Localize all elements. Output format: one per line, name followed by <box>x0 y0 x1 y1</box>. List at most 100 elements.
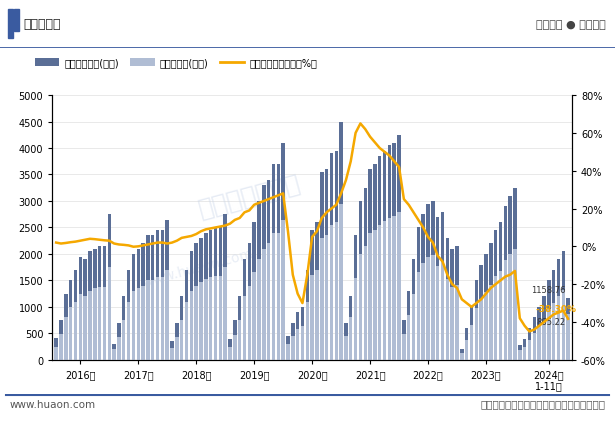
Bar <box>533 333 536 360</box>
Bar <box>306 270 309 360</box>
Bar <box>93 289 97 360</box>
Bar <box>426 204 430 360</box>
Bar <box>79 257 82 360</box>
Bar <box>199 282 203 360</box>
Bar <box>282 220 285 360</box>
Bar <box>306 302 309 360</box>
Bar <box>170 348 174 360</box>
Bar <box>349 296 352 360</box>
Bar <box>156 277 159 360</box>
Bar <box>296 329 300 360</box>
Bar <box>494 276 498 360</box>
Bar <box>387 146 391 360</box>
Bar <box>248 244 251 360</box>
Bar <box>514 249 517 360</box>
Bar <box>199 239 203 360</box>
Bar <box>450 249 454 360</box>
Bar <box>84 259 87 360</box>
Bar <box>117 323 121 360</box>
Bar <box>509 196 512 360</box>
Bar <box>528 340 531 360</box>
Text: 华经产业研究院: 华经产业研究院 <box>196 171 304 222</box>
Bar <box>184 302 188 360</box>
Bar <box>218 276 222 360</box>
Bar <box>465 328 469 360</box>
Bar <box>373 230 376 360</box>
Bar <box>189 291 193 360</box>
Bar <box>325 170 328 360</box>
Bar <box>315 223 319 360</box>
Bar <box>475 309 478 360</box>
Bar <box>566 299 570 360</box>
Bar <box>282 144 285 360</box>
Bar <box>165 220 169 360</box>
Bar <box>286 336 290 360</box>
Bar <box>330 225 333 360</box>
Bar <box>339 122 343 360</box>
Text: 2016-2024年11月云南省房地产投资额及住宅投资额: 2016-2024年11月云南省房地产投资额及住宅投资额 <box>155 60 460 78</box>
Bar <box>368 233 372 360</box>
Bar <box>238 296 242 360</box>
Legend: 房地产投资额(亿元), 住宅投资额(亿元), 房地产投资额增速（%）: 房地产投资额(亿元), 住宅投资额(亿元), 房地产投资额增速（%） <box>31 55 321 72</box>
Bar <box>538 307 541 360</box>
房地产投资额增速（%） <box>207 226 215 231</box>
Bar <box>223 268 227 360</box>
Bar <box>470 325 473 360</box>
Bar <box>238 320 242 360</box>
Bar <box>301 326 304 360</box>
Bar <box>122 320 125 360</box>
Bar <box>233 320 237 360</box>
Bar <box>335 223 338 360</box>
Bar <box>552 303 555 360</box>
Bar <box>262 249 266 360</box>
Bar <box>552 270 555 360</box>
Bar <box>301 307 304 360</box>
Bar <box>387 219 391 360</box>
Bar <box>141 286 145 360</box>
Bar <box>431 201 435 360</box>
房地产投资额增速（%） <box>357 121 364 127</box>
Bar <box>489 244 493 360</box>
Bar <box>446 239 449 360</box>
Bar <box>8 10 13 39</box>
Bar <box>514 188 517 360</box>
Bar <box>465 340 469 360</box>
Bar <box>122 296 125 360</box>
Bar <box>421 264 425 360</box>
Bar <box>480 265 483 360</box>
房地产投资额增速（%） <box>468 305 475 310</box>
Bar <box>165 270 169 360</box>
Bar <box>436 266 440 360</box>
Bar <box>421 215 425 360</box>
Bar <box>103 287 106 360</box>
Bar <box>383 151 386 360</box>
Text: 数据来源：国家统计局，华经产业研究院整理: 数据来源：国家统计局，华经产业研究院整理 <box>481 399 606 409</box>
Bar <box>98 246 101 360</box>
Bar <box>161 230 164 360</box>
Bar <box>156 230 159 360</box>
Bar <box>311 230 314 360</box>
Bar <box>180 296 183 360</box>
Bar <box>538 326 541 360</box>
Text: www.huaon.com: www.huaon.com <box>141 246 255 289</box>
Bar <box>566 314 570 360</box>
Bar <box>267 244 271 360</box>
Bar <box>117 337 121 360</box>
Bar <box>412 259 415 360</box>
Bar <box>14 10 19 32</box>
Bar <box>397 212 401 360</box>
Bar <box>223 215 227 360</box>
Text: 1158.76: 1158.76 <box>531 285 566 294</box>
Bar <box>69 307 73 360</box>
Bar <box>257 259 261 360</box>
Bar <box>257 201 261 360</box>
Bar <box>354 236 357 360</box>
Bar <box>151 236 154 360</box>
Bar <box>402 320 406 360</box>
Bar <box>363 188 367 360</box>
Line: 房地产投资额增速（%）: 房地产投资额增速（%） <box>56 124 568 332</box>
房地产投资额增速（%） <box>443 273 451 278</box>
Bar <box>392 216 396 360</box>
Bar <box>436 217 440 360</box>
Bar <box>523 347 526 360</box>
